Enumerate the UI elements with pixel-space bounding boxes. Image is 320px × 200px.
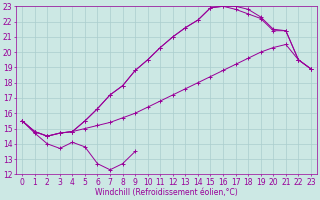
X-axis label: Windchill (Refroidissement éolien,°C): Windchill (Refroidissement éolien,°C) bbox=[95, 188, 238, 197]
